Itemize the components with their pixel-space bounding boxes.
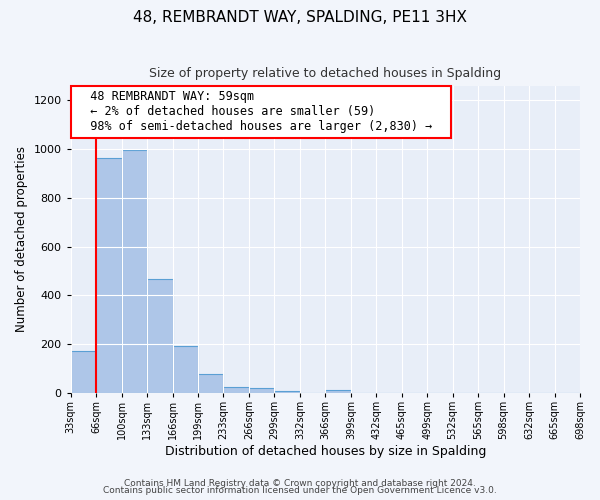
X-axis label: Distribution of detached houses by size in Spalding: Distribution of detached houses by size … bbox=[164, 444, 486, 458]
Bar bbox=[173, 346, 198, 393]
Bar bbox=[96, 158, 122, 392]
Bar bbox=[147, 280, 173, 392]
Bar bbox=[325, 390, 351, 392]
Text: 48, REMBRANDT WAY, SPALDING, PE11 3HX: 48, REMBRANDT WAY, SPALDING, PE11 3HX bbox=[133, 10, 467, 25]
Text: 48 REMBRANDT WAY: 59sqm
  ← 2% of detached houses are smaller (59)
  98% of semi: 48 REMBRANDT WAY: 59sqm ← 2% of detached… bbox=[76, 90, 446, 134]
Bar bbox=[223, 386, 249, 392]
Title: Size of property relative to detached houses in Spalding: Size of property relative to detached ho… bbox=[149, 68, 502, 80]
Bar bbox=[122, 150, 147, 392]
Bar bbox=[198, 374, 223, 392]
Text: Contains public sector information licensed under the Open Government Licence v3: Contains public sector information licen… bbox=[103, 486, 497, 495]
Bar bbox=[71, 351, 96, 393]
Text: Contains HM Land Registry data © Crown copyright and database right 2024.: Contains HM Land Registry data © Crown c… bbox=[124, 478, 476, 488]
Y-axis label: Number of detached properties: Number of detached properties bbox=[15, 146, 28, 332]
Bar bbox=[249, 388, 274, 392]
